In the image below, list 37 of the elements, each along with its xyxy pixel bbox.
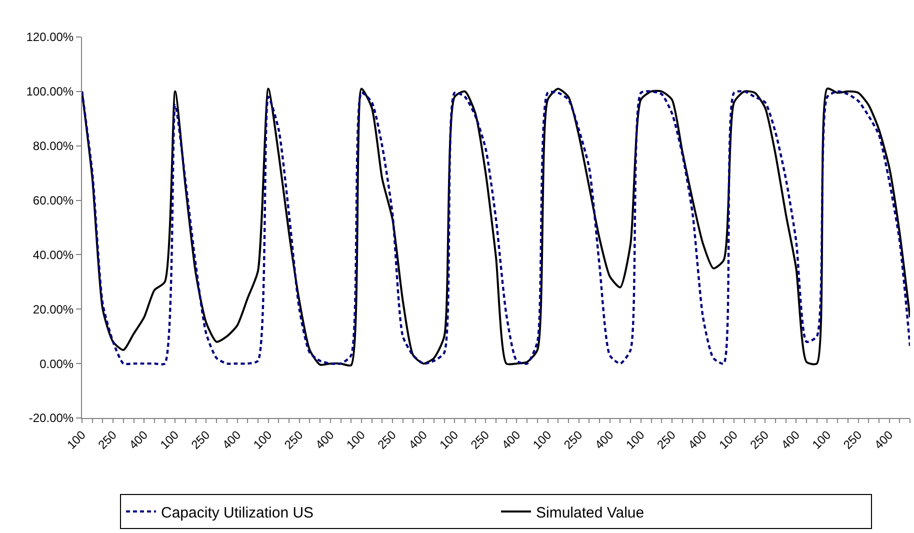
x-tick-label: 100 — [344, 428, 368, 452]
x-tick-label: 100 — [623, 428, 648, 452]
x-tick-label: 250 — [747, 428, 772, 452]
x-tick-label: 400 — [312, 428, 337, 452]
legend-label: Capacity Utilization US — [161, 504, 314, 522]
x-tick-label: 250 — [188, 428, 213, 452]
x-tick-label: 100 — [250, 428, 275, 452]
x-tick-label: 400 — [220, 428, 244, 452]
x-tick-label: 400 — [499, 428, 524, 452]
x-tick-label: 400 — [872, 428, 896, 452]
y-tick-label: 80.00% — [32, 139, 74, 154]
x-tick-label: 400 — [406, 428, 430, 452]
y-tick-label: 40.00% — [32, 248, 74, 262]
x-tick-label: 100 — [64, 428, 89, 452]
x-tick-label: 400 — [126, 428, 151, 452]
y-tick-label: 20.00% — [32, 302, 74, 316]
x-tick-label: 400 — [778, 428, 803, 452]
x-tick-label: 100 — [810, 428, 834, 452]
x-tick-label: 400 — [685, 428, 710, 452]
legend-label: Simulated Value — [536, 504, 644, 522]
y-tick-label: 0.00% — [40, 356, 74, 371]
x-tick-label: 250 — [282, 428, 306, 452]
y-tick-label: -20.00% — [28, 411, 74, 426]
x-tick-label: 250 — [374, 428, 400, 452]
x-tick-label: 250 — [95, 428, 120, 452]
x-tick-label: 250 — [561, 428, 586, 452]
x-tick-label: 250 — [654, 428, 679, 452]
y-tick-label: 60.00% — [32, 193, 74, 208]
x-tick-label: 100 — [530, 428, 554, 452]
x-tick-label: 100 — [716, 428, 741, 452]
y-tick-label: 120.00% — [26, 30, 74, 44]
x-tick-label: 100 — [436, 428, 462, 452]
x-tick-label: 100 — [157, 428, 182, 452]
y-tick-label: 100.00% — [26, 84, 74, 99]
x-tick-label: 250 — [840, 428, 865, 452]
x-tick-label: 400 — [592, 428, 616, 452]
x-tick-label: 250 — [468, 428, 492, 452]
